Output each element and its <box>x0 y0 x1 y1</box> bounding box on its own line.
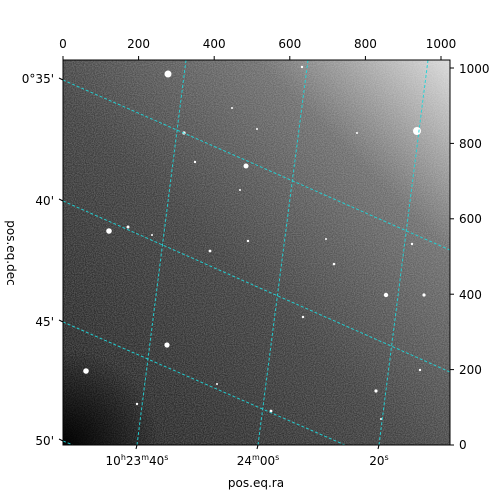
left-tick-50: 50' <box>35 434 54 448</box>
top-tick-600: 600 <box>278 37 301 51</box>
stars <box>83 65 426 420</box>
right-tick-600: 600 <box>459 212 482 226</box>
y-axis-title: pos.eq.dec <box>4 220 18 285</box>
right-tick-0: 0 <box>459 438 467 452</box>
bottom-axis <box>135 444 380 450</box>
right-tick-400: 400 <box>459 288 482 302</box>
plot-frame <box>62 59 451 446</box>
top-tick-0: 0 <box>59 37 67 51</box>
bottom-tick-10h23m40s: 10h23m40s <box>106 453 169 468</box>
right-tick-200: 200 <box>459 363 482 377</box>
right-tick-1000: 1000 <box>459 62 490 76</box>
top-tick-800: 800 <box>354 37 377 51</box>
bottom-tick-24m00s: 24m00s <box>237 453 280 468</box>
right-axis <box>450 67 454 446</box>
x-axis-title: pos.eq.ra <box>228 476 284 490</box>
top-axis <box>62 56 442 60</box>
left-tick-35: 0°35' <box>22 72 54 86</box>
coordinate-grid <box>63 60 450 445</box>
top-tick-200: 200 <box>127 37 150 51</box>
right-tick-800: 800 <box>459 137 482 151</box>
left-tick-40: 40' <box>35 194 54 208</box>
top-tick-1000: 1000 <box>426 37 457 51</box>
sky-image <box>63 60 450 445</box>
left-tick-45: 45' <box>35 315 54 329</box>
top-tick-400: 400 <box>203 37 226 51</box>
bottom-tick-20s: 20s <box>369 453 388 468</box>
left-axis <box>58 77 64 442</box>
